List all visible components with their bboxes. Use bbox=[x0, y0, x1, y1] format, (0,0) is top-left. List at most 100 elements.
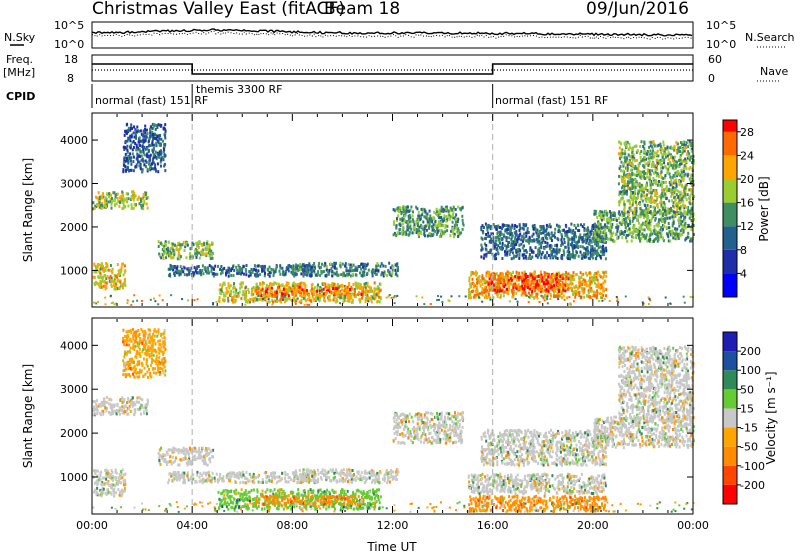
heatmap-cell bbox=[648, 177, 651, 181]
heatmap-cell bbox=[124, 198, 126, 202]
heatmap-cell bbox=[201, 250, 204, 254]
heatmap-cell bbox=[604, 270, 607, 274]
heatmap-cell bbox=[572, 251, 575, 255]
heatmap-cell bbox=[300, 291, 303, 295]
heatmap-cell bbox=[161, 248, 164, 251]
heatmap-cell bbox=[565, 272, 568, 276]
heatmap-cell bbox=[429, 234, 432, 238]
heatmap-cell bbox=[299, 288, 302, 292]
heatmap-cell bbox=[524, 287, 527, 291]
heatmap-cell bbox=[121, 262, 124, 266]
heatmap-cell bbox=[443, 232, 446, 236]
heatmap-cell bbox=[647, 164, 650, 167]
heatmap-cell bbox=[693, 195, 695, 198]
heatmap-cell bbox=[206, 266, 209, 270]
heatmap-cell bbox=[635, 200, 637, 204]
heatmap-cell bbox=[282, 285, 285, 289]
heatmap-cell bbox=[446, 229, 449, 233]
heatmap-cell bbox=[688, 216, 691, 220]
heatmap-cell bbox=[687, 231, 690, 235]
heatmap-cell bbox=[328, 284, 331, 287]
heatmap-cell bbox=[641, 232, 644, 236]
heatmap-cell bbox=[191, 270, 194, 274]
heatmap-cell bbox=[250, 291, 253, 295]
heatmap-cell bbox=[511, 251, 514, 255]
heatmap-cell bbox=[130, 162, 133, 166]
heatmap-cell bbox=[275, 282, 278, 286]
heatmap-cell bbox=[648, 153, 651, 156]
heatmap-cell bbox=[283, 289, 286, 293]
heatmap-cell bbox=[671, 215, 674, 219]
heatmap-cell bbox=[111, 267, 114, 271]
heatmap-cell bbox=[622, 231, 624, 235]
heatmap-cell bbox=[408, 230, 411, 234]
heatmap-cell bbox=[216, 272, 219, 276]
heatmap-cell bbox=[235, 291, 237, 295]
heatmap-cell bbox=[375, 266, 378, 270]
heatmap-cell bbox=[680, 215, 682, 219]
heatmap-cell bbox=[659, 172, 662, 176]
heatmap-cell bbox=[163, 127, 166, 131]
heatmap-cell bbox=[507, 292, 510, 296]
heatmap-cell bbox=[546, 244, 549, 248]
heatmap-cell bbox=[274, 293, 277, 297]
heatmap-cell bbox=[573, 285, 576, 289]
heatmap-cell bbox=[551, 249, 554, 253]
heatmap-cell bbox=[420, 232, 423, 235]
heatmap-cell bbox=[183, 266, 186, 270]
heatmap-cell bbox=[126, 192, 129, 196]
heatmap-cell bbox=[263, 297, 266, 300]
heatmap-cell bbox=[618, 193, 621, 197]
heatmap-cell bbox=[521, 284, 524, 288]
heatmap-cell bbox=[367, 268, 370, 272]
heatmap-cell bbox=[435, 232, 438, 236]
heatmap-cell bbox=[118, 200, 121, 204]
heatmap-cell bbox=[502, 273, 504, 276]
heatmap-cell bbox=[221, 283, 224, 287]
heatmap-cell bbox=[595, 228, 598, 232]
heatmap-cell bbox=[296, 287, 299, 290]
heatmap-cell bbox=[611, 234, 613, 238]
heatmap-cell bbox=[514, 240, 517, 244]
heatmap-cell bbox=[431, 226, 434, 230]
heatmap-cell bbox=[208, 254, 211, 258]
heatmap-cell bbox=[473, 293, 476, 297]
heatmap-cell bbox=[120, 283, 123, 287]
heatmap-cell bbox=[306, 264, 309, 267]
heatmap-cell bbox=[667, 235, 670, 239]
heatmap-cell bbox=[680, 162, 683, 166]
heatmap-cell bbox=[132, 145, 135, 149]
heatmap-cell bbox=[669, 239, 672, 243]
heatmap-cell bbox=[626, 239, 629, 243]
heatmap-cell bbox=[512, 286, 515, 290]
heatmap-cell bbox=[583, 223, 586, 227]
heatmap-cell bbox=[382, 271, 385, 275]
heatmap-cell bbox=[131, 140, 134, 144]
heatmap-cell bbox=[305, 267, 308, 271]
heatmap-cell bbox=[593, 274, 596, 278]
heatmap-cell bbox=[329, 298, 332, 302]
heatmap-cell bbox=[286, 266, 289, 269]
heatmap-cell bbox=[317, 270, 320, 274]
heatmap-cell bbox=[444, 207, 447, 211]
heatmap-cell bbox=[554, 250, 557, 254]
heatmap-cell bbox=[207, 270, 210, 274]
heatmap-cell bbox=[593, 230, 596, 234]
heatmap-cell bbox=[367, 296, 370, 300]
heatmap-cell bbox=[541, 236, 544, 240]
heatmap-cell bbox=[536, 255, 539, 259]
heatmap-cell bbox=[317, 296, 319, 300]
heatmap-cell bbox=[510, 278, 513, 282]
heatmap-cell bbox=[160, 158, 163, 162]
heatmap-cell bbox=[680, 222, 683, 226]
heatmap-cell bbox=[595, 243, 598, 247]
heatmap-cell bbox=[522, 239, 524, 243]
heatmap-cell bbox=[390, 274, 393, 278]
heatmap-cell bbox=[674, 174, 677, 178]
heatmap-cell bbox=[648, 211, 651, 214]
heatmap-cell bbox=[304, 283, 307, 287]
heatmap-cell bbox=[604, 223, 606, 227]
heatmap-cell bbox=[547, 225, 550, 229]
heatmap-cell bbox=[125, 169, 127, 173]
heatmap-cell bbox=[563, 228, 565, 232]
